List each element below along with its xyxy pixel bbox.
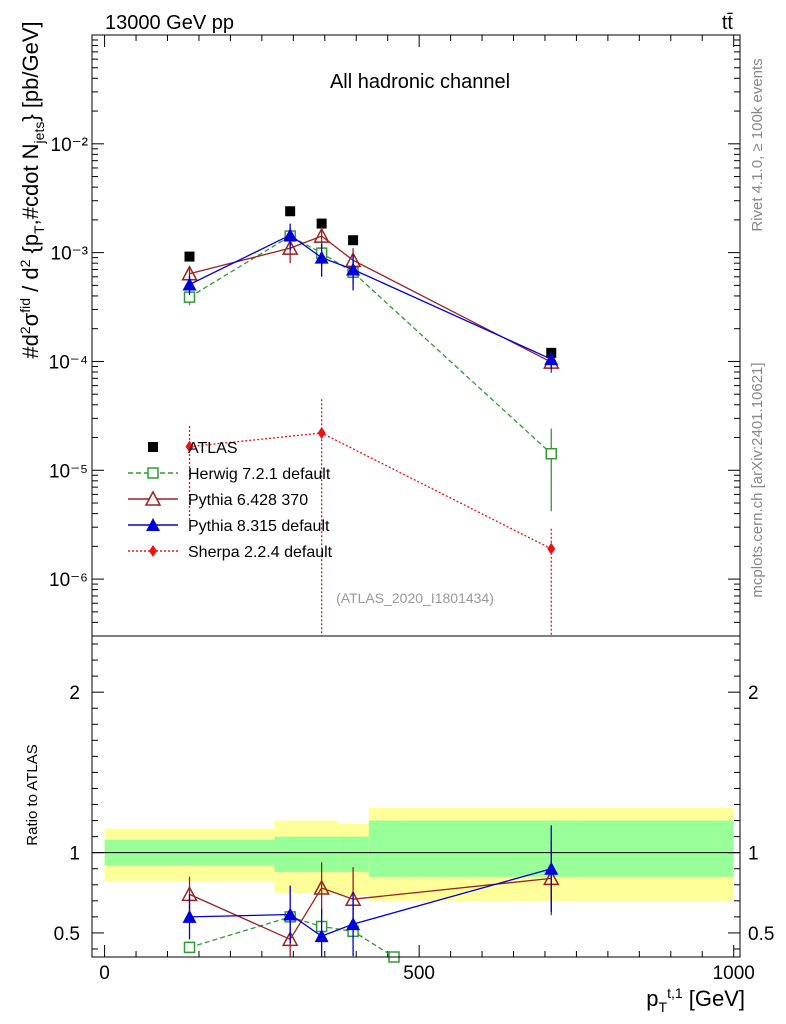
- ratio-y-axis-label: Ratio to ATLAS: [24, 744, 41, 845]
- legend-entry-herwig: Herwig 7.2.1 default: [128, 466, 331, 483]
- ratio-y-tick-label: 0.5: [54, 924, 80, 945]
- legend-label-sherpa: Sherpa 2.2.4 default: [188, 544, 333, 561]
- ratio-data-point: [346, 917, 361, 931]
- svg-text:pTt,1 [GeV]: pTt,1 [GeV]: [646, 985, 745, 1015]
- series-pythia-8-315-default: [182, 223, 559, 370]
- rivet-version-label: Rivet 4.1.0, ≥ 100k events: [749, 58, 766, 231]
- data-point: [346, 262, 361, 276]
- plot-title: All hadronic channel: [330, 71, 510, 93]
- ratio-y-tick-label-right: 1: [748, 844, 759, 865]
- x-axis-label: pTt,1 [GeV]: [646, 985, 745, 1015]
- ratio-data-point: [313, 879, 330, 895]
- main-y-tick-label: 10⁻⁵: [49, 461, 88, 482]
- main-y-ticks: 10⁻⁶ 10⁻⁵ 10⁻⁴ 10⁻³ 10⁻²: [49, 34, 740, 637]
- energy-label: 13000 GeV pp: [105, 12, 234, 34]
- uncertainty-band-1sigma: [274, 836, 338, 872]
- x-tick-label: 0: [99, 963, 110, 984]
- ratio-y-ticks: 0.5 0.5 1 1 2 2: [54, 643, 774, 950]
- ratio-x-ticks: 0 500 1000: [99, 945, 755, 984]
- ratio-data-point: [281, 930, 299, 947]
- main-y-tick-label: 10⁻³: [51, 244, 89, 265]
- legend-entry-pythia8: Pythia 8.315 default: [128, 518, 330, 535]
- data-point: [283, 228, 298, 242]
- ratio-y-tick-label: 1: [69, 844, 80, 865]
- data-point: [547, 542, 556, 555]
- ratio-data-point: [544, 861, 559, 875]
- main-y-tick-label: 10⁻⁴: [49, 352, 88, 373]
- data-point: [182, 277, 197, 291]
- data-point: [348, 235, 359, 246]
- data-point: [545, 447, 558, 460]
- main-y-axis-label: #d2σfid / d2 {pT,#cdot Njets} [pb/GeV]: [17, 21, 47, 358]
- main-panel: All hadronic channel (ATLAS_2020_I180143…: [17, 21, 741, 637]
- x-tick-label: 1000: [713, 963, 755, 984]
- series-sherpa-2-2-4-default: [185, 399, 556, 636]
- legend-label-atlas: ATLAS: [188, 440, 238, 457]
- legend-label-pythia8: Pythia 8.315 default: [188, 518, 330, 535]
- main-y-tick-label: 10⁻⁶: [49, 570, 88, 591]
- series-line: [189, 235, 552, 363]
- legend-entry-sherpa: Sherpa 2.2.4 default: [128, 544, 333, 561]
- series-line: [189, 234, 552, 360]
- data-point: [184, 251, 195, 262]
- main-series-layer: [181, 206, 560, 636]
- main-y-tick-label: 10⁻²: [51, 135, 89, 156]
- data-point: [313, 227, 330, 243]
- ratio-y-tick-label-right: 0.5: [748, 924, 774, 945]
- ratio-data-point: [314, 929, 329, 943]
- legend-marker-herwig: [147, 467, 159, 479]
- data-point: [285, 206, 296, 217]
- legend-entry-atlas: ATLAS: [148, 440, 238, 457]
- series-atlas: [184, 206, 557, 358]
- ratio-frame: [91, 635, 741, 958]
- analysis-id-label: (ATLAS_2020_I1801434): [336, 590, 494, 606]
- legend-entry-pythia6: Pythia 6.428 370: [128, 490, 308, 509]
- legend-label-pythia6: Pythia 6.428 370: [188, 492, 308, 509]
- ratio-data-point: [182, 909, 197, 923]
- uncertainty-band-1sigma: [337, 836, 369, 872]
- ratio-y-tick-label-right: 2: [748, 683, 759, 704]
- ratio-data-point: [183, 941, 196, 954]
- mcplots-label: mcplots.cern.ch [arXiv:2401.10621]: [749, 362, 766, 597]
- legend-marker-atlas: [148, 442, 158, 452]
- legend: ATLAS Herwig 7.2.1 default Pythia 6.428 …: [128, 440, 333, 561]
- process-label: tt̄: [722, 12, 734, 34]
- ratio-data-point: [283, 907, 298, 921]
- legend-marker-pythia8: [146, 518, 160, 531]
- legend-marker-pythia6: [144, 490, 162, 506]
- data-point: [317, 427, 326, 440]
- x-tick-label: 500: [403, 963, 435, 984]
- data-point: [316, 218, 327, 229]
- data-point: [185, 440, 194, 453]
- data-point: [544, 352, 559, 366]
- svg-text:#d2σfid / d2 {pT,#cdot Njets}: #d2σfid / d2 {pT,#cdot Njets} [pb/GeV]: [17, 21, 47, 358]
- data-point: [314, 250, 329, 264]
- series-pythia-6-428-370: [181, 227, 560, 373]
- ratio-uncertainty-bands: [104, 807, 734, 901]
- legend-label-herwig: Herwig 7.2.1 default: [188, 466, 331, 483]
- ratio-series-pythia-8-315-default: [182, 825, 559, 957]
- ratio-y-tick-label: 2: [69, 683, 80, 704]
- legend-marker-sherpa: [149, 545, 157, 557]
- ratio-panel: 0.5 0.5 1 1 2 2 0 500 1000 Ratio to ATLAS pTt,1…: [24, 635, 774, 1015]
- data-point: [281, 239, 299, 255]
